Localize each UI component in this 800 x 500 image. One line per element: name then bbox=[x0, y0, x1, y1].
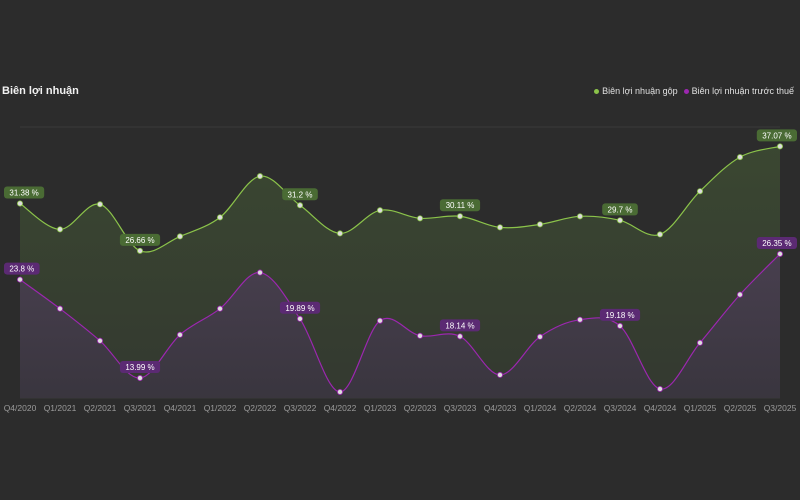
point-gross-7[interactable] bbox=[296, 202, 303, 209]
legend-gross-label: Biên lợi nhuận gộp bbox=[602, 86, 678, 96]
point-gross-19[interactable] bbox=[777, 143, 784, 150]
point-gross-17[interactable] bbox=[697, 188, 704, 195]
x-tick-4: Q4/2021 bbox=[164, 403, 197, 413]
x-tick-7: Q3/2022 bbox=[284, 403, 317, 413]
data-label-pretax-3: 13.99 % bbox=[119, 361, 161, 374]
point-pretax-1[interactable] bbox=[57, 305, 64, 312]
data-label-gross-0: 31.38 % bbox=[4, 186, 45, 199]
point-gross-10[interactable] bbox=[416, 215, 423, 222]
point-gross-2[interactable] bbox=[97, 201, 104, 208]
x-tick-14: Q2/2024 bbox=[564, 403, 597, 413]
point-gross-15[interactable] bbox=[617, 217, 624, 224]
data-label-pretax-15: 19.18 % bbox=[599, 308, 641, 321]
legend-pretax-dot-icon bbox=[683, 88, 689, 94]
legend-item-pretax[interactable]: Biên lợi nhuận trước thuế bbox=[683, 86, 794, 96]
point-gross-18[interactable] bbox=[737, 154, 744, 161]
svg-text:29.7 %: 29.7 % bbox=[608, 205, 633, 214]
data-label-gross-11: 30.11 % bbox=[439, 199, 481, 212]
point-gross-8[interactable] bbox=[336, 230, 343, 237]
point-pretax-3[interactable] bbox=[136, 375, 143, 382]
svg-text:18.14 %: 18.14 % bbox=[445, 321, 474, 330]
area-pretax bbox=[20, 253, 780, 398]
legend-gross-dot-icon bbox=[594, 88, 600, 94]
x-tick-17: Q1/2025 bbox=[684, 403, 717, 413]
chart-title: Biên lợi nhuận bbox=[2, 85, 79, 97]
point-pretax-10[interactable] bbox=[416, 332, 423, 339]
point-gross-9[interactable] bbox=[376, 207, 383, 214]
data-label-gross-3: 26.66 % bbox=[119, 233, 161, 246]
point-gross-5[interactable] bbox=[216, 214, 223, 221]
point-pretax-7[interactable] bbox=[296, 315, 303, 322]
x-tick-11: Q3/2023 bbox=[444, 403, 477, 413]
legend-pretax-label: Biên lợi nhuận trước thuế bbox=[691, 86, 794, 96]
x-tick-0: Q4/2020 bbox=[4, 403, 37, 413]
point-pretax-9[interactable] bbox=[376, 317, 383, 324]
x-tick-18: Q2/2025 bbox=[724, 403, 757, 413]
svg-text:26.35 %: 26.35 % bbox=[762, 239, 791, 248]
svg-text:31.38 %: 31.38 % bbox=[9, 188, 38, 197]
x-tick-12: Q4/2023 bbox=[484, 403, 517, 413]
legend: Biên lợi nhuận gộp Biên lợi nhuận trước … bbox=[594, 86, 794, 96]
point-gross-0[interactable] bbox=[16, 200, 23, 207]
x-tick-2: Q2/2021 bbox=[84, 403, 117, 413]
x-tick-15: Q3/2024 bbox=[604, 403, 637, 413]
point-gross-14[interactable] bbox=[577, 213, 584, 220]
point-pretax-6[interactable] bbox=[256, 269, 263, 276]
x-tick-13: Q1/2024 bbox=[524, 403, 557, 413]
x-tick-16: Q4/2024 bbox=[644, 403, 677, 413]
point-gross-3[interactable] bbox=[136, 247, 143, 254]
svg-text:19.18 %: 19.18 % bbox=[605, 311, 634, 320]
x-tick-5: Q1/2022 bbox=[204, 403, 237, 413]
svg-text:30.11 %: 30.11 % bbox=[446, 201, 475, 210]
svg-text:37.07 %: 37.07 % bbox=[762, 131, 791, 140]
data-label-pretax-7: 19.89 % bbox=[279, 301, 321, 314]
x-tick-1: Q1/2021 bbox=[44, 403, 77, 413]
data-label-pretax-11: 18.14 % bbox=[439, 319, 481, 332]
point-gross-13[interactable] bbox=[537, 221, 544, 228]
x-tick-6: Q2/2022 bbox=[244, 403, 277, 413]
point-gross-12[interactable] bbox=[496, 224, 503, 231]
point-gross-16[interactable] bbox=[657, 231, 664, 238]
point-gross-6[interactable] bbox=[256, 173, 263, 180]
legend-item-gross[interactable]: Biên lợi nhuận gộp bbox=[594, 86, 678, 96]
svg-text:19.89 %: 19.89 % bbox=[285, 304, 314, 313]
x-tick-3: Q3/2021 bbox=[124, 403, 157, 413]
point-pretax-16[interactable] bbox=[657, 385, 664, 392]
x-tick-10: Q2/2023 bbox=[404, 403, 437, 413]
svg-text:26.66 %: 26.66 % bbox=[125, 236, 154, 245]
x-tick-19: Q3/2025 bbox=[764, 403, 797, 413]
point-pretax-15[interactable] bbox=[617, 322, 624, 329]
point-pretax-12[interactable] bbox=[496, 371, 503, 378]
x-tick-9: Q1/2023 bbox=[364, 403, 397, 413]
point-gross-4[interactable] bbox=[176, 233, 183, 240]
data-label-pretax-0: 23.8 % bbox=[4, 262, 40, 275]
point-pretax-18[interactable] bbox=[737, 291, 744, 298]
point-pretax-4[interactable] bbox=[176, 331, 183, 338]
data-label-gross-19: 37.07 % bbox=[756, 129, 797, 142]
point-pretax-8[interactable] bbox=[336, 388, 343, 395]
point-gross-1[interactable] bbox=[57, 226, 64, 233]
point-pretax-2[interactable] bbox=[97, 337, 104, 344]
point-pretax-0[interactable] bbox=[16, 276, 23, 283]
data-label-pretax-19: 26.35 % bbox=[756, 236, 797, 249]
point-pretax-5[interactable] bbox=[216, 305, 223, 312]
point-pretax-17[interactable] bbox=[697, 339, 704, 346]
data-label-gross-7: 31.2 % bbox=[282, 188, 318, 201]
point-pretax-13[interactable] bbox=[537, 333, 544, 340]
svg-text:31.2 %: 31.2 % bbox=[288, 190, 313, 199]
point-pretax-11[interactable] bbox=[456, 333, 463, 340]
x-tick-8: Q4/2022 bbox=[324, 403, 357, 413]
point-pretax-14[interactable] bbox=[577, 316, 584, 323]
point-gross-11[interactable] bbox=[456, 213, 463, 220]
point-pretax-19[interactable] bbox=[777, 250, 784, 257]
data-label-gross-15: 29.7 % bbox=[602, 203, 638, 216]
svg-text:13.99 %: 13.99 % bbox=[125, 363, 154, 372]
svg-text:23.8 %: 23.8 % bbox=[9, 265, 34, 274]
